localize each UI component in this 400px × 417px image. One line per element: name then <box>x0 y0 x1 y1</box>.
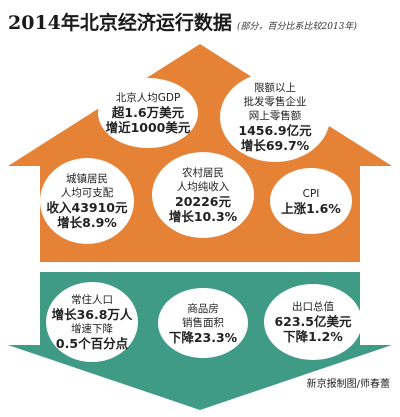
cpi-label: CPI <box>302 187 320 200</box>
population-rate-drop: 0.5个百分点 <box>55 336 129 351</box>
page-title: 2014年北京经济运行数据 <box>8 12 232 34</box>
online-retail-label-2: 批发零售企业 <box>243 96 307 108</box>
exports-change: 下降1.2% <box>283 329 343 344</box>
housing-label-1: 商品房 <box>187 302 219 315</box>
rural-income-bubble: 农村居民 人均纯收入 20226元 增长10.3% <box>152 152 254 238</box>
rural-income-label-1: 农村居民 <box>182 167 224 179</box>
gdp-bubble: 北京人均GDP 超1.6万美元 增近1000美元 <box>98 78 198 148</box>
cpi-bubble: CPI 上涨1.6% <box>270 168 352 234</box>
online-retail-value: 1456.9亿元 <box>238 123 312 138</box>
population-bubble: 常住人口 增长36.8万人 增速下降 0.5个百分点 <box>46 282 138 362</box>
population-growth: 增长36.8万人 <box>51 307 133 322</box>
gdp-value: 超1.6万美元 <box>111 105 185 120</box>
urban-income-growth: 增长8.9% <box>57 215 117 230</box>
online-retail-bubble: 限额以上 批发零售企业 网上零售额 1456.9亿元 增长69.7% <box>220 72 330 162</box>
gdp-label: 北京人均GDP <box>115 92 181 104</box>
housing-change: 下降23.3% <box>168 329 238 345</box>
rural-income-growth: 增长10.3% <box>168 209 238 224</box>
rural-income-value: 20226元 <box>175 194 231 209</box>
exports-label: 出口总值 <box>292 301 334 313</box>
urban-income-bubble: 城镇居民 人均可支配 收入43910元 增长8.9% <box>40 158 134 244</box>
housing-label-2: 销售面积 <box>182 316 224 329</box>
population-label: 常住人口 <box>71 294 113 306</box>
title-row: 2014年北京经济运行数据 (部分，百分比系比较2013年) <box>8 8 398 40</box>
title-note: (部分，百分比系比较2013年) <box>236 22 357 32</box>
online-retail-label-3: 网上零售额 <box>248 110 302 122</box>
urban-income-label-2: 人均可支配 <box>60 187 114 199</box>
exports-bubble: 出口总值 623.5亿美元 下降1.2% <box>264 284 362 360</box>
credit-text: 新京报制图/师春蕾 <box>306 379 390 390</box>
rural-income-label-2: 人均纯收入 <box>176 181 230 193</box>
exports-value: 623.5亿美元 <box>274 314 352 329</box>
housing-sales-bubble: 商品房 销售面积 下降23.3% <box>158 288 248 358</box>
gdp-growth: 增近1000美元 <box>105 120 191 135</box>
urban-income-label-1: 城镇居民 <box>66 173 108 185</box>
online-retail-label-1: 限额以上 <box>254 82 296 94</box>
online-retail-growth: 增长69.7% <box>240 138 310 153</box>
cpi-value: 上涨1.6% <box>281 200 341 216</box>
population-rate-label: 增速下降 <box>71 323 113 335</box>
urban-income-value: 收入43910元 <box>46 200 128 215</box>
